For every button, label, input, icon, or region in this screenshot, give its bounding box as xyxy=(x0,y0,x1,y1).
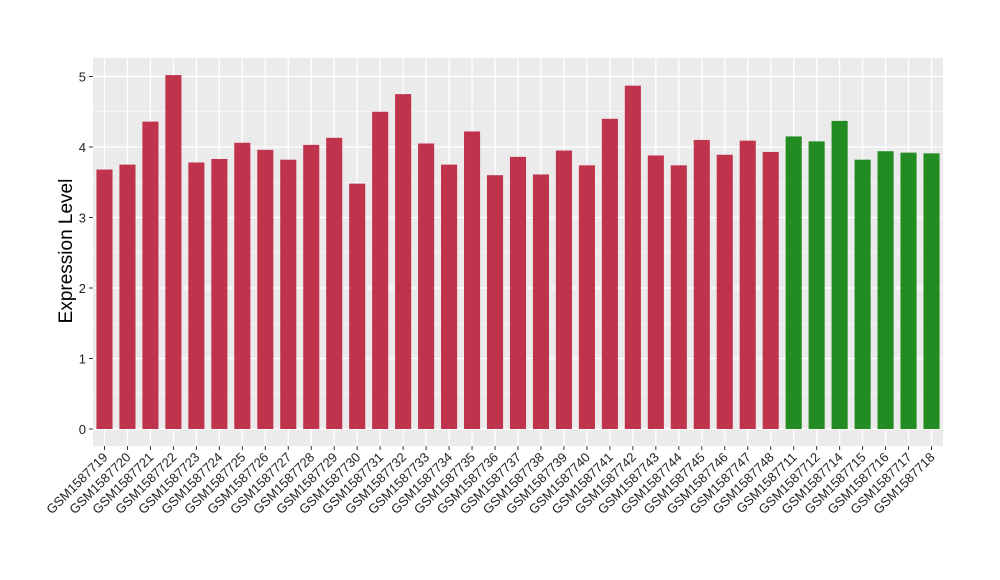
y-axis: 0 1 2 3 4 5 xyxy=(79,70,93,437)
x-axis: GSM1587719GSM1587720GSM1587721GSM1587722… xyxy=(43,446,938,517)
y-tick-label: 0 xyxy=(79,422,86,437)
bar xyxy=(739,140,756,429)
y-tick-label: 4 xyxy=(79,140,86,155)
bar xyxy=(464,131,481,430)
bar xyxy=(509,156,527,429)
bar xyxy=(900,152,917,429)
bar xyxy=(647,155,664,429)
bar xyxy=(188,162,205,429)
bar xyxy=(854,159,871,429)
bar xyxy=(234,142,251,429)
bar xyxy=(923,153,940,429)
bar xyxy=(532,174,550,429)
bar xyxy=(211,158,228,430)
bar xyxy=(280,159,297,429)
bar xyxy=(831,120,848,429)
y-tick-label: 5 xyxy=(79,70,86,85)
bar xyxy=(578,165,595,429)
y-tick-label: 1 xyxy=(79,352,86,367)
bar xyxy=(877,151,894,430)
bar xyxy=(785,136,802,430)
bar xyxy=(165,75,182,429)
bar xyxy=(96,169,113,429)
bar xyxy=(555,150,572,429)
bar xyxy=(441,164,458,429)
bar xyxy=(601,118,618,430)
y-tick-label: 2 xyxy=(79,281,86,296)
bar xyxy=(142,121,159,430)
bar xyxy=(372,111,389,429)
bar xyxy=(326,137,343,429)
bar xyxy=(624,85,641,429)
y-axis-title: Expression Level xyxy=(56,179,77,324)
bar xyxy=(670,165,687,429)
bar xyxy=(418,143,435,429)
bar xyxy=(486,175,504,429)
bar xyxy=(693,139,710,429)
bar xyxy=(119,164,136,429)
bars xyxy=(96,75,940,430)
bar xyxy=(762,151,779,429)
bar xyxy=(716,154,733,429)
bar xyxy=(257,149,274,429)
bar xyxy=(395,94,412,429)
bar xyxy=(349,183,366,429)
y-tick-label: 3 xyxy=(79,211,86,226)
bar xyxy=(808,141,825,430)
bar xyxy=(303,144,320,429)
